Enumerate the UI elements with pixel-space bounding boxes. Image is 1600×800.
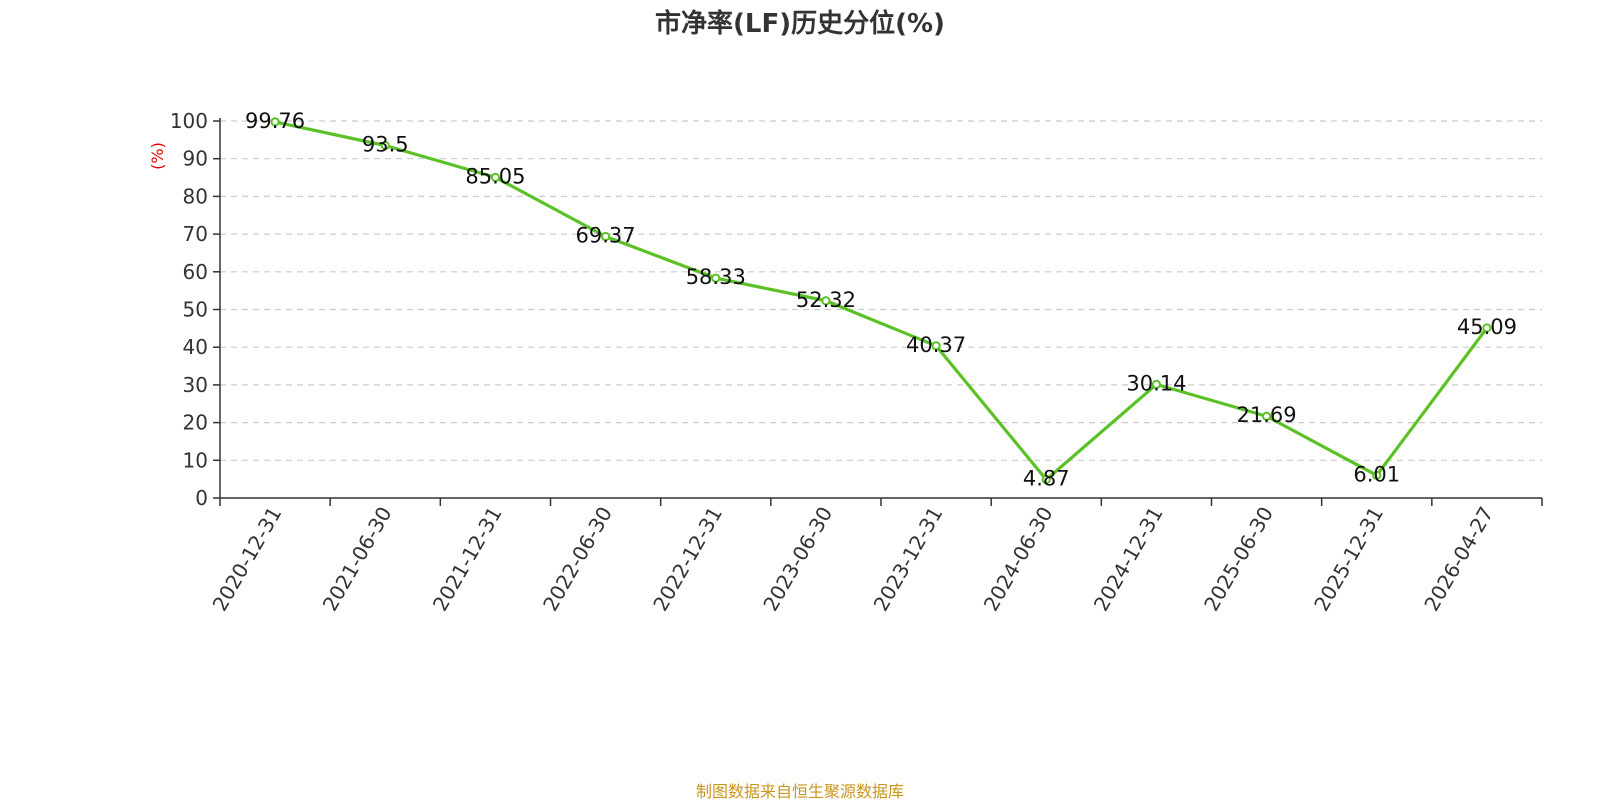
data-point-2025-12-31: [1372, 470, 1382, 480]
data-label-2021-12-31: 85.05: [465, 164, 525, 188]
data-label-2023-12-31: 40.37: [906, 333, 966, 357]
y-tick-label-60: 60: [183, 260, 208, 284]
y-axis-label: (%): [148, 142, 167, 170]
data-point-2021-06-30: [380, 140, 390, 151]
data-point-2024-06-30: [1041, 475, 1051, 485]
data-label-2025-06-30: 21.69: [1237, 403, 1297, 427]
x-tick-label-2024-06-30: 2024-06-30: [979, 503, 1058, 616]
y-tick-label-40: 40: [183, 335, 208, 359]
data-point-2021-12-31: [490, 172, 501, 182]
data-label-2020-12-31: 99.76: [245, 109, 305, 133]
y-tick-label-90: 90: [183, 147, 208, 171]
data-label-2023-06-30: 52.32: [796, 288, 856, 312]
x-tick-label-2024-12-31: 2024-12-31: [1089, 503, 1168, 616]
data-point-2026-04-27: [1482, 323, 1492, 333]
x-tick-label-2023-06-30: 2023-06-30: [758, 503, 837, 616]
data-point-2022-06-30: [600, 231, 611, 242]
grid-lines: [220, 120, 1542, 461]
x-tick-label-2025-12-31: 2025-12-31: [1309, 503, 1388, 616]
chart-title: 市净率(LF)历史分位(%): [655, 8, 945, 39]
data-point-2023-06-30: [821, 296, 831, 306]
data-point-2022-12-31: [711, 273, 721, 283]
x-tick-label-2021-06-30: 2021-06-30: [318, 503, 397, 616]
y-tick-label-70: 70: [183, 222, 208, 246]
data-label-2026-04-27: 45.09: [1457, 315, 1517, 339]
x-tick-label-2022-06-30: 2022-06-30: [538, 503, 617, 616]
y-tick-label-30: 30: [183, 373, 208, 397]
x-tick-label-2023-12-31: 2023-12-31: [869, 503, 948, 616]
series-layer: [270, 117, 1492, 485]
y-tick-label-80: 80: [183, 184, 208, 208]
data-point-2024-12-31: [1151, 379, 1162, 389]
data-point-2025-06-30: [1261, 411, 1272, 421]
y-tick-label-0: 0: [195, 486, 208, 510]
x-tick-label-2021-12-31: 2021-12-31: [428, 503, 507, 616]
x-tick-label-2022-12-31: 2022-12-31: [648, 503, 727, 616]
x-tick-label-2025-06-30: 2025-06-30: [1199, 503, 1278, 616]
data-point-2020-12-31: [270, 117, 280, 127]
data-point-2023-12-31: [931, 341, 941, 351]
series-line-0: [274, 120, 1489, 482]
data-label-2024-12-31: 30.14: [1126, 371, 1186, 395]
axes: 0 10 20 30 40 50 60 70 80 90 100 2020-12-31 2021-06-…: [170, 109, 1543, 616]
y-tick-label-100: 100: [170, 109, 208, 133]
y-tick-label-50: 50: [183, 298, 208, 322]
x-tick-label-2020-12-31: 2020-12-31: [208, 503, 287, 616]
data-label-2022-12-31: 58.33: [686, 265, 746, 289]
data-labels: 99.76 93.5 85.05 69.37 58.33 52.32 40.37 4.87 30…: [245, 109, 1517, 491]
y-tick-label-20: 20: [183, 411, 208, 435]
data-label-2021-06-30: 93.5: [362, 133, 409, 157]
source-note: 制图数据来自恒生聚源数据库: [696, 782, 904, 800]
x-tick-label-2026-04-27: 2026-04-27: [1419, 503, 1498, 616]
data-label-2022-06-30: 69.37: [576, 223, 636, 247]
y-tick-label-10: 10: [183, 448, 208, 472]
data-label-2025-12-31: 6.01: [1353, 462, 1400, 486]
data-label-2024-06-30: 4.87: [1023, 467, 1070, 491]
